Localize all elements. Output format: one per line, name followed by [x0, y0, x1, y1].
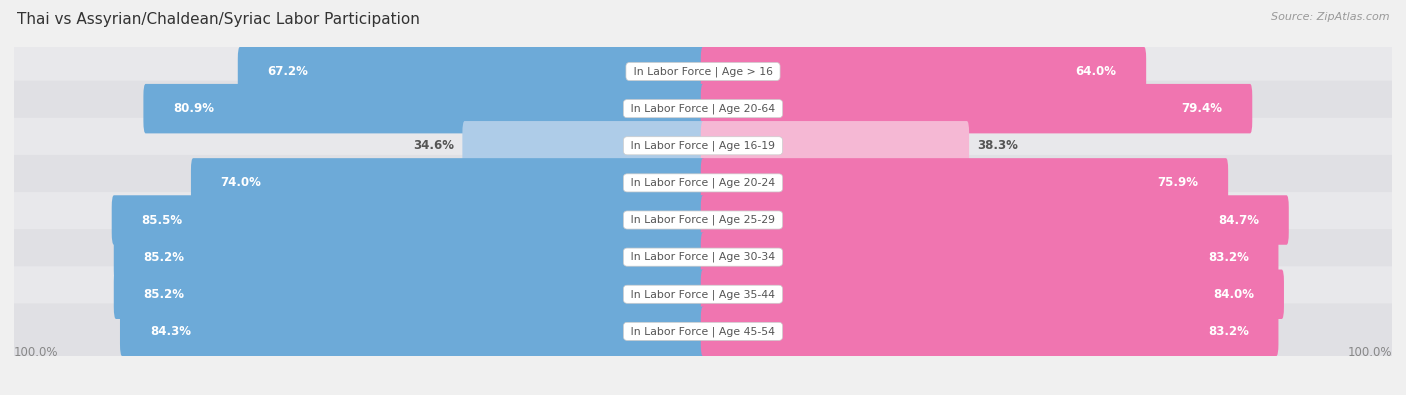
Text: Thai vs Assyrian/Chaldean/Syriac Labor Participation: Thai vs Assyrian/Chaldean/Syriac Labor P… [17, 12, 420, 27]
Text: 85.2%: 85.2% [143, 288, 184, 301]
FancyBboxPatch shape [191, 158, 706, 208]
Text: In Labor Force | Age 16-19: In Labor Force | Age 16-19 [627, 141, 779, 151]
Text: 100.0%: 100.0% [14, 346, 59, 359]
Text: In Labor Force | Age 45-54: In Labor Force | Age 45-54 [627, 326, 779, 337]
FancyBboxPatch shape [700, 84, 1253, 134]
Text: In Labor Force | Age > 16: In Labor Force | Age > 16 [630, 66, 776, 77]
FancyBboxPatch shape [11, 192, 1395, 248]
FancyBboxPatch shape [700, 47, 1146, 96]
FancyBboxPatch shape [11, 266, 1395, 322]
Text: In Labor Force | Age 25-29: In Labor Force | Age 25-29 [627, 215, 779, 225]
FancyBboxPatch shape [700, 158, 1229, 208]
Text: 83.2%: 83.2% [1208, 251, 1249, 263]
Text: 64.0%: 64.0% [1076, 65, 1116, 78]
Text: 84.3%: 84.3% [150, 325, 191, 338]
Text: 85.5%: 85.5% [142, 214, 183, 226]
Text: 83.2%: 83.2% [1208, 325, 1249, 338]
FancyBboxPatch shape [11, 229, 1395, 285]
Text: 79.4%: 79.4% [1181, 102, 1222, 115]
Text: 100.0%: 100.0% [1347, 346, 1392, 359]
Text: 84.7%: 84.7% [1218, 214, 1258, 226]
FancyBboxPatch shape [114, 232, 706, 282]
Text: 75.9%: 75.9% [1157, 177, 1198, 189]
FancyBboxPatch shape [700, 195, 1289, 245]
Text: In Labor Force | Age 30-34: In Labor Force | Age 30-34 [627, 252, 779, 262]
Text: 80.9%: 80.9% [173, 102, 214, 115]
FancyBboxPatch shape [11, 118, 1395, 174]
FancyBboxPatch shape [700, 307, 1278, 356]
Text: 38.3%: 38.3% [977, 139, 1018, 152]
Text: In Labor Force | Age 20-64: In Labor Force | Age 20-64 [627, 103, 779, 114]
Text: In Labor Force | Age 20-24: In Labor Force | Age 20-24 [627, 178, 779, 188]
FancyBboxPatch shape [11, 155, 1395, 211]
FancyBboxPatch shape [700, 232, 1278, 282]
Text: 85.2%: 85.2% [143, 251, 184, 263]
Text: Source: ZipAtlas.com: Source: ZipAtlas.com [1271, 12, 1389, 22]
Text: 84.0%: 84.0% [1213, 288, 1254, 301]
FancyBboxPatch shape [143, 84, 706, 134]
Text: In Labor Force | Age 35-44: In Labor Force | Age 35-44 [627, 289, 779, 299]
FancyBboxPatch shape [111, 195, 706, 245]
Text: 74.0%: 74.0% [221, 177, 262, 189]
FancyBboxPatch shape [11, 43, 1395, 100]
FancyBboxPatch shape [114, 269, 706, 319]
FancyBboxPatch shape [463, 121, 706, 171]
FancyBboxPatch shape [238, 47, 706, 96]
Text: 34.6%: 34.6% [413, 139, 454, 152]
FancyBboxPatch shape [11, 81, 1395, 137]
Text: 67.2%: 67.2% [267, 65, 308, 78]
FancyBboxPatch shape [700, 269, 1284, 319]
FancyBboxPatch shape [11, 303, 1395, 359]
FancyBboxPatch shape [120, 307, 706, 356]
FancyBboxPatch shape [700, 121, 969, 171]
